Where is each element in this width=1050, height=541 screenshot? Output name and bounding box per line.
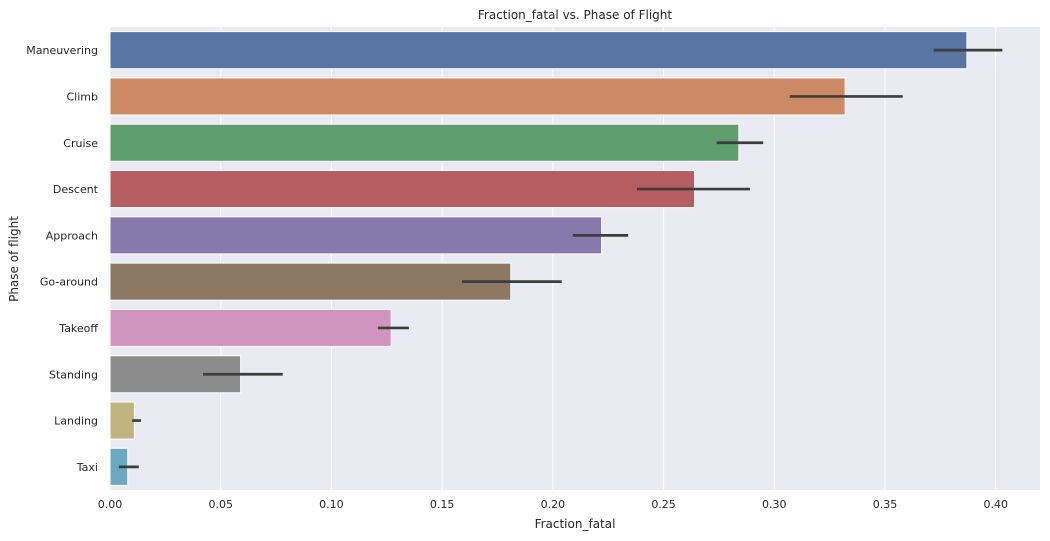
bar-go-around [109, 262, 512, 301]
x-tick-label: 0.20 [541, 498, 566, 511]
bar-climb [109, 77, 846, 116]
bar-approach [109, 216, 603, 255]
bar-landing [109, 401, 135, 440]
x-tick-labels: 0.00 0.05 0.10 0.15 0.20 0.25 0.30 0.35 0.40 [98, 498, 1008, 511]
x-tick-label: 0.30 [762, 498, 787, 511]
bar-takeoff [109, 308, 392, 347]
y-tick-labels: Maneuvering Climb Cruise Descent Approach Go-… [26, 44, 98, 474]
chart-title: Fraction_fatal vs. Phase of Flight [478, 8, 672, 22]
y-tick-label: Maneuvering [26, 44, 98, 57]
y-tick-label: Takeoff [58, 322, 98, 335]
x-tick-label: 0.25 [651, 498, 676, 511]
y-tick-label: Approach [46, 229, 98, 242]
x-tick-label: 0.35 [873, 498, 898, 511]
y-tick-label: Landing [54, 415, 98, 428]
x-tick-label: 0.10 [319, 498, 344, 511]
y-tick-label: Standing [49, 368, 98, 381]
y-axis-title: Phase of flight [7, 216, 21, 302]
y-tick-label: Go-around [40, 276, 98, 289]
bar-maneuvering [109, 31, 968, 70]
x-tick-label: 0.15 [430, 498, 455, 511]
x-tick-label: 0.40 [983, 498, 1008, 511]
y-tick-label: Climb [67, 90, 99, 103]
x-axis-title: Fraction_fatal [535, 517, 616, 531]
x-tick-label: 0.05 [208, 498, 233, 511]
y-tick-label: Taxi [76, 461, 98, 474]
bar-cruise [109, 123, 740, 162]
bars [109, 31, 968, 486]
error-bars [118, 48, 1003, 469]
y-tick-label: Descent [53, 183, 99, 196]
x-tick-label: 0.00 [98, 498, 123, 511]
bar-descent [109, 170, 696, 209]
y-tick-label: Cruise [63, 137, 98, 150]
